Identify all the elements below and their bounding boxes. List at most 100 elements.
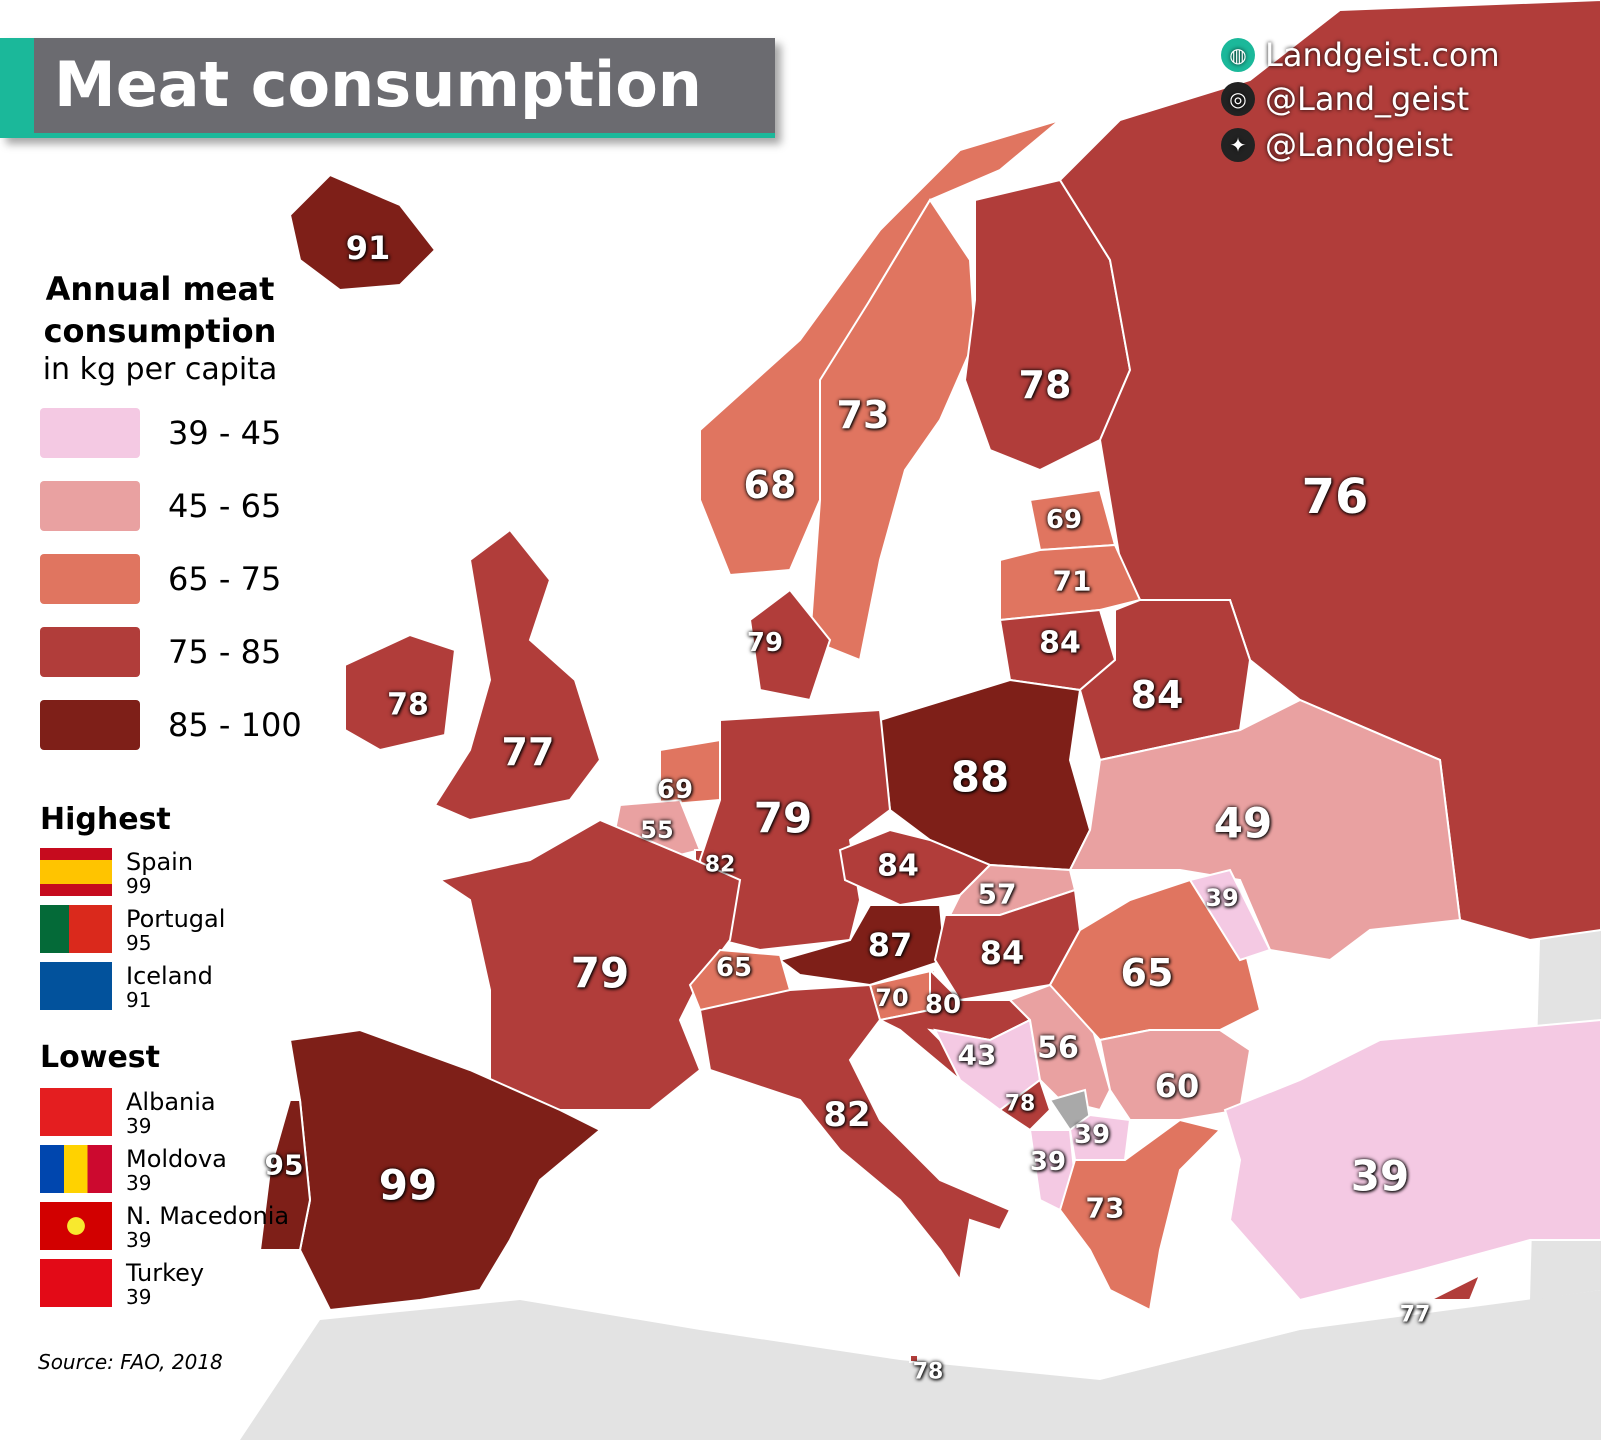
rank-value: 91 <box>126 988 152 1012</box>
title-underline <box>34 133 775 138</box>
value-label: 84 <box>979 934 1025 972</box>
rank-value: 99 <box>126 874 152 898</box>
twitter-link[interactable]: ✦ @Landgeist <box>1221 126 1454 164</box>
rank-country: Portugal <box>126 905 226 933</box>
value-label: 99 <box>378 1160 438 1210</box>
value-label: 69 <box>1045 505 1083 535</box>
legend-swatch <box>40 554 140 604</box>
legend-label: 75 - 85 <box>168 633 282 671</box>
value-label: 70 <box>875 984 909 1012</box>
instagram-icon: ◎ <box>1221 82 1255 116</box>
value-label: 79 <box>753 793 813 843</box>
value-label: 79 <box>570 948 630 998</box>
legend-subtitle: in kg per capita <box>42 352 278 387</box>
rank-country: Spain <box>126 848 194 876</box>
legend-label: 39 - 45 <box>168 414 282 452</box>
country-montenegro <box>998 1078 1052 1132</box>
value-label: 65 <box>1120 951 1174 995</box>
value-label: 49 <box>1213 798 1273 848</box>
highest-title: Highest <box>40 802 171 837</box>
country-denmark <box>748 588 832 702</box>
rank-value: 95 <box>126 931 152 955</box>
flag-icon <box>40 962 112 1010</box>
value-label: 77 <box>1399 1302 1431 1328</box>
country-greece <box>1058 1118 1222 1312</box>
legend-title: Annual meat consumption <box>40 268 280 352</box>
value-label: 39 <box>1350 1151 1410 1201</box>
value-label: 60 <box>1154 1067 1200 1105</box>
country-italy <box>698 983 1012 1283</box>
value-label: 78 <box>1018 363 1072 407</box>
flag-icon <box>40 1145 112 1193</box>
value-label: 68 <box>743 463 797 507</box>
rank-value: 39 <box>126 1228 152 1252</box>
instagram-link[interactable]: ◎ @Land_geist <box>1221 80 1470 118</box>
legend-label: 65 - 75 <box>168 560 282 598</box>
country-cyprus <box>1429 1272 1482 1301</box>
rank-value: 39 <box>126 1114 152 1138</box>
twitter-text: @Landgeist <box>1265 126 1454 164</box>
value-label: 39 <box>1205 884 1239 912</box>
rank-country: Turkey <box>126 1259 205 1287</box>
value-label: 39 <box>1073 1120 1111 1150</box>
value-label: 91 <box>345 229 391 267</box>
flag-icon <box>40 848 112 896</box>
value-label: 79 <box>746 628 784 658</box>
legend-title-line2: consumption <box>43 312 277 350</box>
value-label: 84 <box>1130 673 1184 717</box>
rank-value: 39 <box>126 1171 152 1195</box>
country-iceland <box>288 173 437 292</box>
value-label: 43 <box>957 1038 997 1072</box>
flag-icon <box>40 1088 112 1136</box>
value-label: 69 <box>656 775 694 805</box>
rank-country: N. Macedonia <box>126 1202 290 1230</box>
flag-icon <box>40 1202 112 1250</box>
rank-country: Moldova <box>126 1145 227 1173</box>
legend-title-line1: Annual meat <box>45 270 275 308</box>
country-turkey <box>1223 1018 1601 1302</box>
legend-swatch <box>40 481 140 531</box>
legend-label: 85 - 100 <box>168 706 302 744</box>
value-label: 88 <box>950 752 1010 802</box>
value-label: 84 <box>1039 625 1081 661</box>
flag-icon <box>40 905 112 953</box>
lowest-title: Lowest <box>40 1040 160 1075</box>
instagram-text: @Land_geist <box>1265 80 1470 118</box>
legend-swatch <box>40 408 140 458</box>
value-label: 78 <box>387 687 429 723</box>
value-label: 56 <box>1037 1030 1079 1066</box>
value-label: 76 <box>1301 469 1369 525</box>
country-north-macedonia <box>1068 1113 1132 1161</box>
value-label: 73 <box>1085 1191 1125 1225</box>
country-united-kingdom <box>433 528 602 822</box>
value-label: 71 <box>1052 564 1092 598</box>
value-label: 78 <box>1004 1091 1036 1117</box>
value-label: 80 <box>924 990 962 1020</box>
value-label: 57 <box>977 877 1017 911</box>
legend-label: 45 - 65 <box>168 487 282 525</box>
value-label: 55 <box>640 816 674 844</box>
north-africa-land <box>240 1290 1601 1440</box>
rank-country: Iceland <box>126 962 213 990</box>
value-label: 82 <box>704 852 736 878</box>
country-malta <box>909 1354 919 1363</box>
website-text: Landgeist.com <box>1265 36 1500 74</box>
country-france <box>437 818 742 1111</box>
legend-swatch <box>40 627 140 677</box>
twitter-icon: ✦ <box>1221 128 1255 162</box>
country-portugal <box>258 1099 312 1251</box>
value-label: 73 <box>836 393 890 437</box>
legend-swatch <box>40 700 140 750</box>
globe-icon: ◍ <box>1221 38 1255 72</box>
rank-country: Albania <box>126 1088 216 1116</box>
country-ireland <box>344 633 457 752</box>
page-title: Meat consumption <box>54 48 702 121</box>
value-label: 78 <box>912 1359 944 1385</box>
value-label: 65 <box>715 953 753 983</box>
value-label: 82 <box>823 1095 871 1135</box>
title-accent <box>0 38 34 138</box>
country-romania <box>1048 878 1262 1042</box>
website-link[interactable]: ◍ Landgeist.com <box>1221 36 1500 74</box>
source-note: Source: FAO, 2018 <box>38 1350 223 1374</box>
